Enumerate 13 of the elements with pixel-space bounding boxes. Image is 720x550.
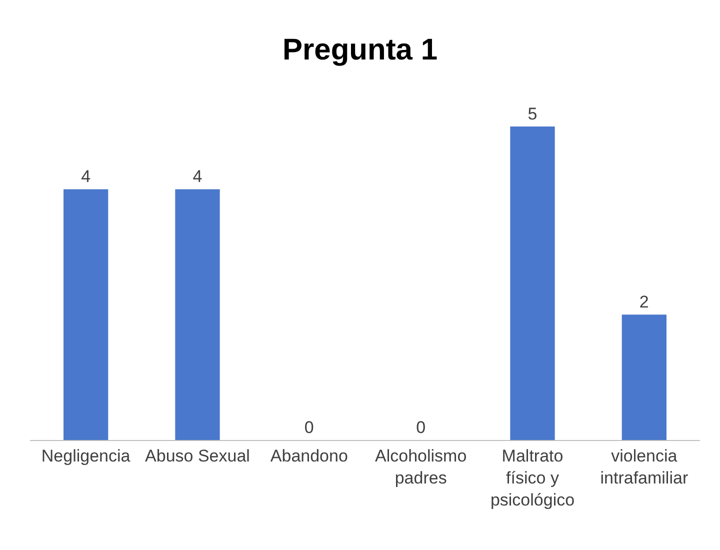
x-tick-label: Abuso Sexual (145, 446, 250, 466)
x-tick-label: Negligencia (41, 446, 131, 466)
data-label: 4 (192, 167, 202, 186)
chart-title: Pregunta 1 (282, 34, 438, 66)
x-tick-label: Maltrato físico y psicológico (490, 446, 575, 510)
x-tick-label: Abandono (270, 446, 348, 466)
data-label: 4 (81, 167, 91, 186)
data-label: 0 (416, 418, 426, 437)
x-tick-label: violencia intrafamiliar (600, 446, 688, 488)
x-tick-label: Alcoholismo padres (375, 446, 467, 488)
data-label: 2 (639, 292, 649, 312)
data-label: 5 (528, 104, 538, 124)
data-label: 0 (304, 418, 314, 437)
